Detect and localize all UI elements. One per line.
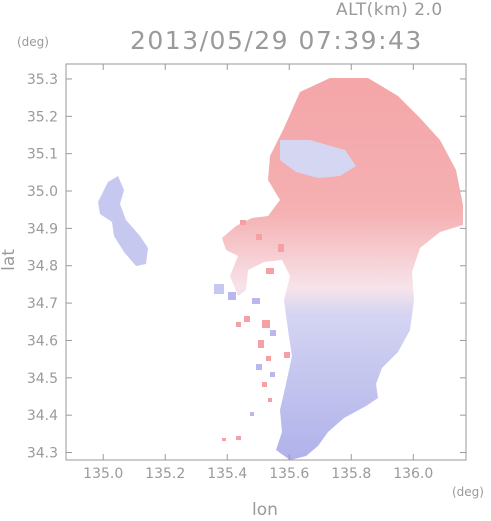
x-tick-label: 135.2 xyxy=(145,466,185,482)
x-axis-label: lon xyxy=(252,500,278,520)
x-tick-label: 135.0 xyxy=(83,466,123,482)
timestamp-title: 2013/05/29 07:39:43 xyxy=(130,26,423,55)
x-axis-unit: (deg) xyxy=(452,485,484,499)
y-tick-label: 35.3 xyxy=(27,72,58,88)
radar-echo-layer xyxy=(98,78,463,460)
y-tick-label: 34.5 xyxy=(27,371,58,387)
y-tick-label: 35.0 xyxy=(27,184,58,200)
main-echo-region xyxy=(222,78,463,460)
x-tick-label: 135.8 xyxy=(331,466,371,482)
y-tick-label: 34.3 xyxy=(27,446,58,462)
plot-frame xyxy=(65,63,467,461)
y-tick-label: 34.6 xyxy=(27,333,58,349)
y-tick-label: 35.1 xyxy=(27,147,58,163)
scattered-echoes xyxy=(214,220,290,441)
x-axis-ticks: 135.0 135.2 135.4 135.6 135.8 136.0 xyxy=(83,64,433,482)
west-echo-region xyxy=(98,176,148,266)
x-tick-label: 135.4 xyxy=(207,466,247,482)
y-tick-label: 35.2 xyxy=(27,109,58,125)
y-axis-ticks: 35.3 35.2 35.1 35.0 34.9 34.8 34.7 34.6 34.5 34.4… xyxy=(27,72,466,462)
altitude-label: ALT(km) 2.0 xyxy=(336,0,443,20)
x-tick-label: 136.0 xyxy=(393,466,433,482)
y-tick-label: 34.8 xyxy=(27,259,58,275)
y-tick-label: 34.7 xyxy=(27,296,58,312)
y-tick-label: 34.4 xyxy=(27,408,58,424)
y-tick-label: 34.9 xyxy=(27,221,58,237)
y-axis-unit: (deg) xyxy=(17,35,49,49)
inner-approach-patch xyxy=(280,140,356,178)
x-tick-label: 135.6 xyxy=(269,466,309,482)
